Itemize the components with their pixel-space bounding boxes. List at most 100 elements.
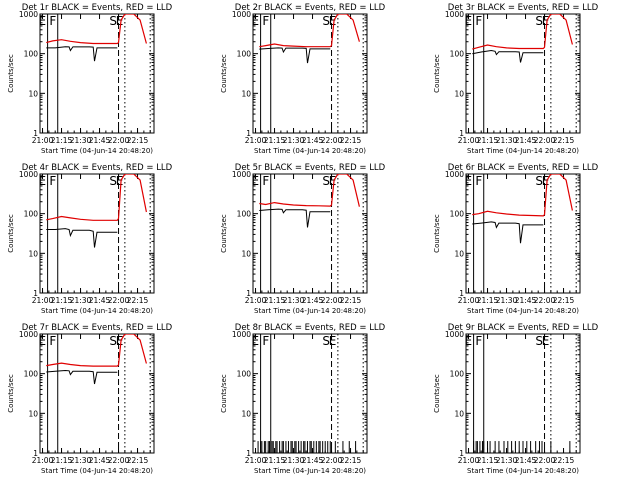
event-marker-label: E [39,174,47,188]
y-tick-label: 1000 [445,330,464,339]
detector-panel: Det 7r BLACK = Events, RED = LLD 1 10 100 10… [7,323,173,475]
x-tick-label: 22:00 [534,136,556,145]
lld-series-line [472,14,573,50]
x-tick-label: 22:00 [321,296,343,305]
x-tick-label: 22:15 [127,136,149,145]
detector-panel: Det 9r BLACK = Events, RED = LLD 1 10 100 10… [433,323,599,475]
x-tick-label: 21:45 [302,456,324,465]
y-axis-label: Counts/sec [7,54,15,93]
y-tick-label: 10 [454,249,464,258]
event-marker-label: S [322,334,330,348]
events-series-line [46,228,118,248]
y-tick-label: 1000 [232,170,251,179]
plot-data [46,334,147,385]
x-tick-label: 21:00 [245,296,267,305]
event-marker-label: F [475,14,482,28]
plot-frame [465,333,581,454]
x-tick-label: 21:30 [283,456,305,465]
detector-panel: Det 3r BLACK = Events, RED = LLD 1 10 100 10… [433,3,599,155]
y-tick-label: 1 [459,449,464,458]
y-tick-label: 10 [454,89,464,98]
x-tick-label: 21:45 [515,296,537,305]
y-tick-label: 1000 [232,330,251,339]
event-marker-label: E [542,174,550,188]
x-tick-label: 22:00 [534,296,556,305]
y-axis-label: Counts/sec [433,374,441,413]
event-marker-label: S [109,14,117,28]
y-tick-label: 100 [24,210,39,219]
panel-title: Det 7r BLACK = Events, RED = LLD [22,323,173,333]
panel-title: Det 9r BLACK = Events, RED = LLD [448,323,599,333]
y-axis-label: Counts/sec [7,214,15,253]
lld-series-line [46,334,147,367]
event-marker-label: E [329,14,337,28]
x-tick-label: 21:00 [458,456,480,465]
plot-frame [39,173,155,294]
y-tick-label: 1 [33,129,38,138]
x-tick-label: 21:15 [51,456,73,465]
event-marker-label: F [262,14,269,28]
x-tick-label: 21:45 [515,136,537,145]
plot-frame [252,173,368,294]
event-marker-label: S [109,174,117,188]
y-axis-label: Counts/sec [433,54,441,93]
x-axis-label: Start Time (04-Jun-14 20:48:20) [41,147,153,155]
event-marker-label: E [465,334,473,348]
x-axis-label: Start Time (04-Jun-14 20:48:20) [41,307,153,315]
detector-panel: Det 5r BLACK = Events, RED = LLD 1 10 100 10… [220,163,386,315]
y-tick-label: 1000 [19,170,38,179]
y-tick-label: 100 [24,50,39,59]
event-marker-label: F [262,174,269,188]
event-marker-label: S [322,174,330,188]
events-series-line [472,49,544,63]
events-series-line [472,221,544,244]
event-marker-label: S [535,174,543,188]
event-marker-label: E [39,334,47,348]
lld-series-line [259,174,360,207]
event-marker-label: F [475,174,482,188]
panel-title: Det 3r BLACK = Events, RED = LLD [448,3,599,13]
x-tick-label: 21:00 [458,136,480,145]
event-marker-label: S [109,334,117,348]
x-tick-label: 21:15 [51,296,73,305]
y-axis-label: Counts/sec [220,54,228,93]
y-tick-label: 100 [237,50,252,59]
y-tick-label: 100 [237,370,252,379]
plot-data [472,14,573,63]
plot-frame [465,173,581,294]
y-tick-label: 10 [28,249,38,258]
x-tick-label: 22:15 [127,456,149,465]
x-tick-label: 21:00 [245,136,267,145]
x-tick-label: 21:15 [477,136,499,145]
plot-frame [465,13,581,134]
event-marker-label: S [535,14,543,28]
event-marker-label: S [322,14,330,28]
y-axis-label: Counts/sec [220,214,228,253]
y-tick-label: 1000 [19,10,38,19]
x-tick-label: 21:00 [32,136,54,145]
x-axis-label: Start Time (04-Jun-14 20:48:20) [254,467,366,475]
plot-frame [252,13,368,134]
y-tick-label: 100 [24,370,39,379]
x-tick-label: 21:00 [32,456,54,465]
x-tick-label: 21:45 [302,136,324,145]
y-tick-label: 1 [246,289,251,298]
x-axis-label: Start Time (04-Jun-14 20:48:20) [41,467,153,475]
x-tick-label: 22:00 [108,136,130,145]
event-marker-label: E [465,14,473,28]
event-marker-label: E [116,334,124,348]
y-tick-label: 100 [450,210,465,219]
lld-series-line [472,174,573,217]
y-axis-label: Counts/sec [433,214,441,253]
x-tick-label: 22:15 [340,296,362,305]
events-series-line [46,46,118,62]
x-tick-label: 21:30 [70,136,92,145]
x-tick-label: 22:00 [321,136,343,145]
x-tick-label: 21:30 [70,456,92,465]
plot-frame [39,333,155,454]
event-marker-label: F [262,334,269,348]
event-marker-label: E [542,14,550,28]
panel-title: Det 5r BLACK = Events, RED = LLD [235,163,386,173]
plot-frame [252,333,368,454]
x-tick-label: 21:30 [283,136,305,145]
